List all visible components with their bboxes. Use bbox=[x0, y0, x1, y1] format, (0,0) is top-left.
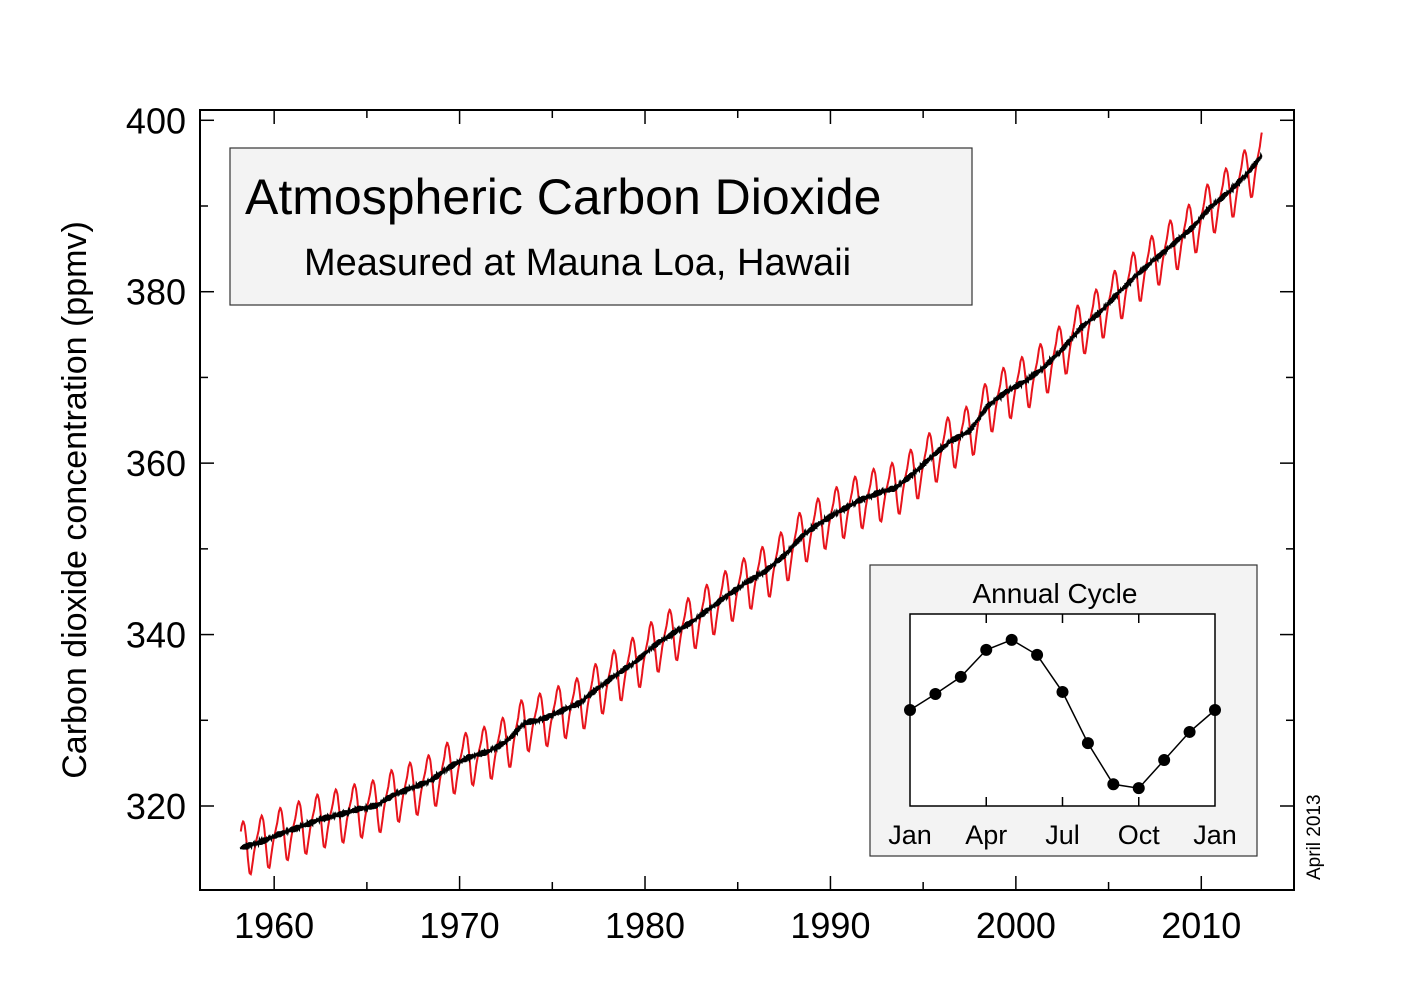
y-tick-label: 340 bbox=[126, 615, 186, 656]
inset-x-tick-label: Oct bbox=[1118, 820, 1161, 850]
y-tick-label: 400 bbox=[126, 100, 186, 141]
x-tick-label: 1960 bbox=[234, 905, 314, 946]
inset-x-tick-label: Jan bbox=[888, 820, 932, 850]
inset-x-tick-label: Apr bbox=[965, 820, 1007, 850]
inset-x-tick-label: Jul bbox=[1045, 820, 1080, 850]
inset-point-mar bbox=[954, 670, 967, 683]
series-monthly-line bbox=[239, 132, 1263, 877]
chart-subtitle: Measured at Mauna Loa, Hawaii bbox=[304, 242, 851, 284]
inset-annual-cycle: Annual Cycle Jan Apr Jul Oct Jan bbox=[869, 564, 1258, 857]
x-tick-label: 2010 bbox=[1161, 905, 1241, 946]
inset-point-oct bbox=[1132, 782, 1145, 795]
inset-point-sep bbox=[1107, 778, 1120, 791]
inset-x-tick-label: Jan bbox=[1193, 820, 1237, 850]
y-axis-label: Carbon dioxide concentration (ppmv) bbox=[56, 221, 94, 779]
inset-title: Annual Cycle bbox=[973, 578, 1138, 609]
axis-ticks bbox=[200, 110, 1295, 890]
inset-point-dec bbox=[1183, 725, 1196, 738]
inset-point-nov bbox=[1158, 754, 1171, 767]
x-tick-labels: 1960 1970 1980 1990 2000 2010 bbox=[234, 905, 1241, 946]
title-box: Atmospheric Carbon Dioxide Measured at M… bbox=[229, 147, 973, 306]
y-tick-labels: 320 340 360 380 400 bbox=[126, 100, 186, 827]
y-tick-label: 360 bbox=[126, 443, 186, 484]
inset-point-aug bbox=[1081, 737, 1094, 750]
inset-point-jun bbox=[1031, 648, 1044, 661]
x-tick-label: 1970 bbox=[420, 905, 500, 946]
x-tick-label: 1990 bbox=[790, 905, 870, 946]
y-tick-label: 380 bbox=[126, 272, 186, 313]
x-tick-label: 2000 bbox=[976, 905, 1056, 946]
series-adjusted-line bbox=[239, 151, 1263, 851]
inset-point-jan bbox=[904, 704, 916, 716]
date-note: April 2013 bbox=[1304, 794, 1325, 880]
y-tick-label: 320 bbox=[126, 786, 186, 827]
inset-point-jul bbox=[1056, 685, 1069, 698]
inset-point-apr bbox=[980, 643, 993, 656]
inset-point-feb bbox=[929, 688, 942, 700]
inset-point-jan bbox=[1209, 704, 1221, 716]
x-tick-label: 1980 bbox=[605, 905, 685, 946]
chart-title: Atmospheric Carbon Dioxide bbox=[245, 169, 881, 225]
inset-point-may bbox=[1005, 633, 1018, 646]
